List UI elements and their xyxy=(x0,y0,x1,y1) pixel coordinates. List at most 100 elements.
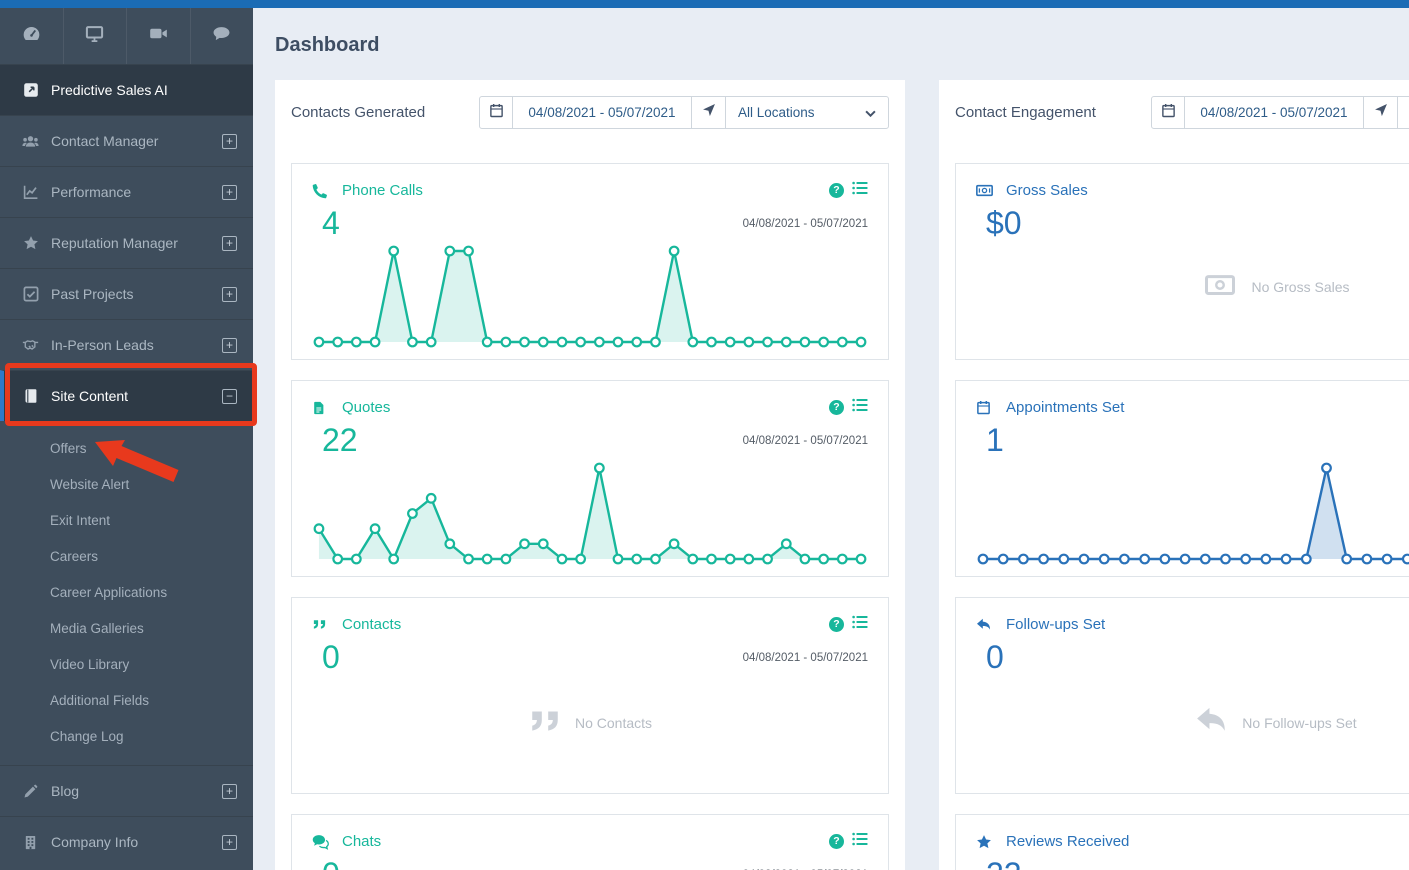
sidebar-item-company-info[interactable]: Company Info + xyxy=(0,816,253,867)
submenu-item-video-library[interactable]: Video Library xyxy=(0,647,253,683)
metric-value: 0 xyxy=(322,856,340,870)
question-circle-icon[interactable]: ? xyxy=(829,183,844,198)
list-icon[interactable] xyxy=(852,614,868,635)
calendar-button[interactable] xyxy=(479,96,513,129)
book-icon xyxy=(22,388,39,405)
sidebar-item-reputation-manager[interactable]: Reputation Manager + xyxy=(0,217,253,268)
plus-square-icon[interactable]: + xyxy=(222,784,237,799)
metric-date-range: 04/08/2021 - 05/07/2021 xyxy=(743,435,868,447)
empty-state-text: No Follow-ups Set xyxy=(1242,715,1356,731)
external-link-square-icon xyxy=(22,82,39,99)
submenu-item-change-log[interactable]: Change Log xyxy=(0,719,253,755)
location-button[interactable] xyxy=(691,96,726,129)
submenu-item-exit-intent[interactable]: Exit Intent xyxy=(0,503,253,539)
metric-date-range: 04/08/2021 - 05/07/2021 xyxy=(743,218,868,230)
plus-square-icon[interactable]: + xyxy=(222,835,237,850)
star-icon xyxy=(22,235,39,252)
sidebar-item-contact-manager[interactable]: Contact Manager + xyxy=(0,115,253,166)
video-tab[interactable] xyxy=(127,8,191,64)
submenu-item-website-alert[interactable]: Website Alert xyxy=(0,467,253,503)
sidebar: Predictive Sales AI Contact Manager + Pe… xyxy=(0,8,253,870)
question-circle-icon[interactable]: ? xyxy=(829,617,844,632)
metric-value: 4 xyxy=(322,205,340,242)
phone-calls-sparkline xyxy=(312,244,868,349)
metric-value: 22 xyxy=(322,422,358,459)
date-range-input[interactable]: 04/08/2021 - 05/07/2021 xyxy=(512,96,692,129)
contacts-generated-panel: Contacts Generated 04/08/2021 - 05/07/20… xyxy=(275,80,905,870)
sidebar-item-performance[interactable]: Performance + xyxy=(0,166,253,217)
chevron-down-icon xyxy=(865,105,876,120)
gross-sales-card: Gross Sales ? $0 04/08/2021 - 05/07/2021… xyxy=(955,163,1409,360)
sidebar-icon-tabs xyxy=(0,8,253,64)
contact-engagement-panel: Contact Engagement 04/08/2021 - 05/07/20… xyxy=(939,80,1409,870)
location-select[interactable]: All Locations xyxy=(1397,96,1409,129)
reply-arrow-icon xyxy=(976,616,993,633)
minus-square-icon[interactable]: − xyxy=(222,389,237,404)
metric-date-range: 04/08/2021 - 05/07/2021 xyxy=(743,652,868,664)
panel-title: Contact Engagement xyxy=(955,104,1151,121)
comments-icon xyxy=(312,833,329,850)
plus-square-icon[interactable]: + xyxy=(222,236,237,251)
chart-line-icon xyxy=(22,184,39,201)
plus-square-icon[interactable]: + xyxy=(222,338,237,353)
panel-title: Contacts Generated xyxy=(291,104,479,121)
calendar-icon xyxy=(489,103,504,123)
dashboard-tab[interactable] xyxy=(0,8,64,64)
chats-card: Chats ? 0 04/08/2021 - 05/07/2021 xyxy=(291,814,889,870)
sidebar-item-blog[interactable]: Blog + xyxy=(0,765,253,816)
chat-tab[interactable] xyxy=(191,8,254,64)
sidebar-item-site-content[interactable]: Site Content − xyxy=(0,370,253,421)
list-icon[interactable] xyxy=(852,397,868,418)
card-title: Phone Calls xyxy=(342,182,829,199)
plus-square-icon[interactable]: + xyxy=(222,185,237,200)
appointments-sparkline xyxy=(976,461,1409,566)
desktop-tab[interactable] xyxy=(64,8,128,64)
plus-square-icon[interactable]: + xyxy=(222,287,237,302)
submenu-item-offers[interactable]: Offers xyxy=(0,431,253,467)
submenu-item-careers[interactable]: Careers xyxy=(0,539,253,575)
location-select[interactable]: All Locations xyxy=(725,96,889,129)
site-content-submenu: Offers Website Alert Exit Intent Careers… xyxy=(0,421,253,765)
main-content: Dashboard Contacts Generated 04/08/2021 … xyxy=(253,8,1409,870)
question-circle-icon[interactable]: ? xyxy=(829,834,844,849)
card-title: Appointments Set xyxy=(1006,399,1409,416)
empty-state-text: No Contacts xyxy=(575,715,652,731)
card-title: Quotes xyxy=(342,399,829,416)
chat-bubble-icon xyxy=(212,24,231,48)
location-arrow-icon xyxy=(1374,103,1388,122)
metric-value: 0 xyxy=(986,639,1004,676)
submenu-item-media-galleries[interactable]: Media Galleries xyxy=(0,611,253,647)
sidebar-item-label: Performance xyxy=(51,184,131,200)
sidebar-item-label: Contact Manager xyxy=(51,133,158,149)
video-camera-icon xyxy=(149,24,168,48)
quotes-card: Quotes ? 22 04/08/2021 - 05/07/2021 xyxy=(291,380,889,577)
location-button[interactable] xyxy=(1363,96,1398,129)
calendar-button[interactable] xyxy=(1151,96,1185,129)
star-icon xyxy=(976,833,993,850)
location-arrow-icon xyxy=(702,103,716,122)
plus-square-icon[interactable]: + xyxy=(222,134,237,149)
submenu-item-career-applications[interactable]: Career Applications xyxy=(0,575,253,611)
submenu-item-additional-fields[interactable]: Additional Fields xyxy=(0,683,253,719)
location-select-value: All Locations xyxy=(738,105,815,120)
sidebar-item-label: In-Person Leads xyxy=(51,337,154,353)
question-circle-icon[interactable]: ? xyxy=(829,400,844,415)
check-square-icon xyxy=(22,286,39,303)
appointments-set-card: Appointments Set ? 1 04/08/2021 - 05/07/… xyxy=(955,380,1409,577)
metric-value: $0 xyxy=(986,205,1022,242)
sidebar-item-in-person-leads[interactable]: In-Person Leads + xyxy=(0,319,253,370)
phone-icon xyxy=(312,182,329,199)
quote-icon xyxy=(312,616,329,633)
date-range-input[interactable]: 04/08/2021 - 05/07/2021 xyxy=(1184,96,1364,129)
card-title: Reviews Received xyxy=(1006,833,1409,850)
sidebar-item-label: Blog xyxy=(51,783,79,799)
calendar-icon xyxy=(976,399,993,416)
card-title: Contacts xyxy=(342,616,829,633)
sidebar-item-predictive-sales-ai[interactable]: Predictive Sales AI xyxy=(0,64,253,115)
sidebar-item-past-projects[interactable]: Past Projects + xyxy=(0,268,253,319)
users-icon xyxy=(22,133,39,150)
list-icon[interactable] xyxy=(852,180,868,201)
card-title: Chats xyxy=(342,833,829,850)
list-icon[interactable] xyxy=(852,831,868,852)
sidebar-item-label: Site Content xyxy=(51,388,128,404)
